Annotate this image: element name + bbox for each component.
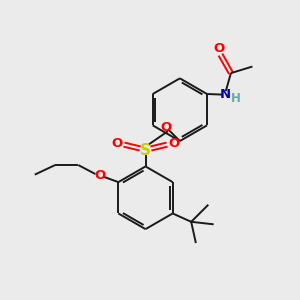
Text: O: O (213, 42, 225, 55)
Text: O: O (112, 136, 123, 150)
Text: N: N (220, 88, 231, 100)
Text: O: O (94, 169, 106, 182)
Text: O: O (168, 136, 179, 150)
Text: H: H (230, 92, 240, 105)
Text: O: O (161, 121, 172, 134)
Text: S: S (140, 142, 151, 158)
